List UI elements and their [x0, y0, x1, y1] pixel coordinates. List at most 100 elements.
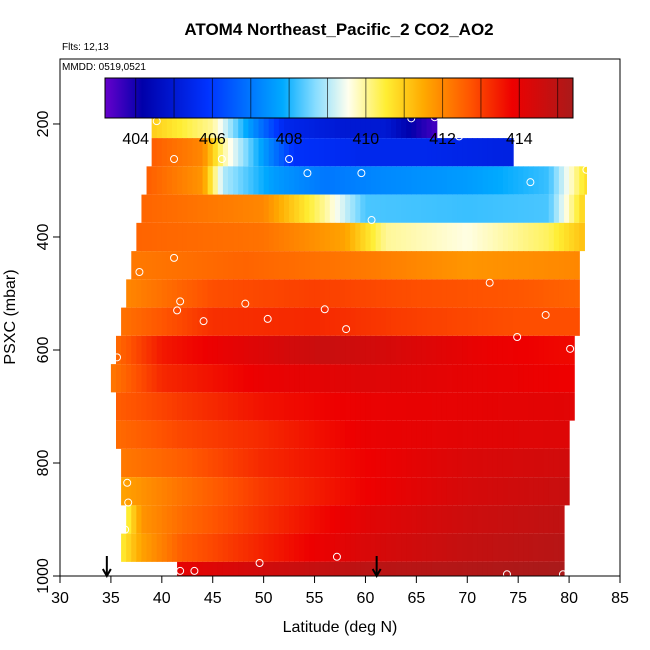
heatmap-cell: [228, 222, 234, 252]
heatmap-cell: [426, 448, 433, 478]
heatmap-cell: [492, 222, 499, 252]
heatmap-cell: [146, 477, 153, 506]
heatmap-cell: [446, 505, 453, 534]
heatmap-cell: [528, 307, 535, 336]
heatmap-cell: [350, 138, 356, 167]
heatmap-cell: [350, 448, 356, 478]
heatmap-cell: [370, 533, 377, 562]
heatmap-cell: [324, 561, 331, 576]
heatmap-cell: [345, 109, 351, 139]
heatmap-cell: [513, 222, 519, 252]
heatmap-cell: [502, 505, 509, 534]
heatmap-cell: [222, 335, 229, 365]
heatmap-cell: [385, 533, 392, 562]
heatmap-cell: [202, 533, 209, 562]
heatmap-cell: [136, 364, 143, 393]
heatmap-cell: [161, 109, 168, 139]
heatmap-cell: [492, 420, 499, 449]
heatmap-cell: [268, 138, 275, 167]
heatmap-cell: [136, 477, 143, 506]
heatmap-cell: [502, 194, 509, 223]
heatmap-cell: [385, 364, 392, 393]
heatmap-cell: [467, 335, 473, 365]
heatmap-cell: [380, 448, 387, 478]
heatmap-cell: [497, 251, 504, 280]
heatmap-cell: [482, 166, 489, 195]
heatmap-cell: [345, 279, 351, 308]
heatmap-cell: [350, 222, 356, 252]
heatmap-cell: [166, 364, 173, 393]
heatmap-cell: [212, 364, 219, 393]
heatmap-cell: [487, 392, 494, 421]
heatmap-cell: [238, 561, 244, 576]
heatmap-cell: [263, 138, 270, 167]
heatmap-cell: [457, 138, 463, 167]
heatmap-cell: [528, 561, 535, 576]
heatmap-cell: [228, 364, 234, 393]
sample-point: [303, 169, 312, 178]
heatmap-cell: [131, 505, 137, 534]
heatmap-cell: [411, 109, 417, 139]
heatmap-cell: [273, 505, 280, 534]
heatmap-cell: [202, 335, 209, 365]
heatmap-cell: [523, 392, 529, 421]
heatmap-cell: [390, 392, 397, 421]
heatmap-cell: [421, 561, 428, 576]
heatmap-cell: [426, 307, 433, 336]
heatmap-cell: [487, 505, 494, 534]
sample-point: [502, 570, 511, 579]
heatmap-cell: [126, 335, 132, 365]
heatmap-cell: [553, 307, 560, 336]
heatmap-cell: [421, 364, 428, 393]
heatmap-cell: [340, 448, 346, 478]
heatmap-cell: [217, 279, 224, 308]
heatmap-cell: [370, 307, 377, 336]
heatmap-cell: [182, 194, 188, 223]
heatmap-cell: [472, 138, 479, 167]
heatmap-cell: [273, 392, 280, 421]
heatmap-cell: [248, 138, 255, 167]
heatmap-cell: [472, 420, 479, 449]
heatmap-cell: [569, 279, 575, 308]
heatmap-cell: [334, 505, 341, 534]
heatmap-cell: [548, 392, 555, 421]
heatmap-cell: [548, 533, 555, 562]
heatmap-cell: [161, 505, 168, 534]
heatmap-cell: [166, 138, 173, 167]
heatmap-cell: [197, 505, 204, 534]
heatmap-cell: [156, 477, 163, 506]
heatmap-cell: [385, 279, 392, 308]
heatmap-cell: [385, 251, 392, 280]
heatmap-cell: [146, 251, 153, 280]
heatmap-cell: [553, 279, 560, 308]
heatmap-cell: [385, 505, 392, 534]
heatmap-cell: [380, 194, 387, 223]
heatmap-cell: [538, 222, 545, 252]
heatmap-cell: [360, 138, 367, 167]
heatmap-cell: [182, 364, 188, 393]
heatmap-cell: [278, 194, 285, 223]
heatmap-cell: [528, 477, 535, 506]
heatmap-cell: [523, 194, 529, 223]
heatmap-layer: [110, 364, 575, 393]
heatmap-cell: [390, 505, 397, 534]
heatmap-cell: [278, 533, 285, 562]
heatmap-cell: [385, 138, 392, 167]
heatmap-cell: [278, 364, 285, 393]
heatmap-cell: [523, 533, 529, 562]
heatmap-cell: [253, 138, 260, 167]
heatmap-cell: [523, 364, 529, 393]
heatmap-cell: [166, 279, 173, 308]
heatmap-cell: [278, 477, 285, 506]
heatmap-cell: [278, 251, 285, 280]
heatmap-cell: [273, 109, 280, 139]
heatmap-cell: [238, 533, 244, 562]
heatmap-cell: [385, 194, 392, 223]
heatmap-cell: [263, 420, 270, 449]
heatmap-cell: [329, 251, 336, 280]
heatmap-cell: [518, 279, 524, 308]
heatmap-cell: [497, 166, 504, 195]
heatmap-cell: [533, 279, 540, 308]
heatmap-cell: [355, 166, 361, 195]
heatmap-layer: [121, 477, 570, 506]
